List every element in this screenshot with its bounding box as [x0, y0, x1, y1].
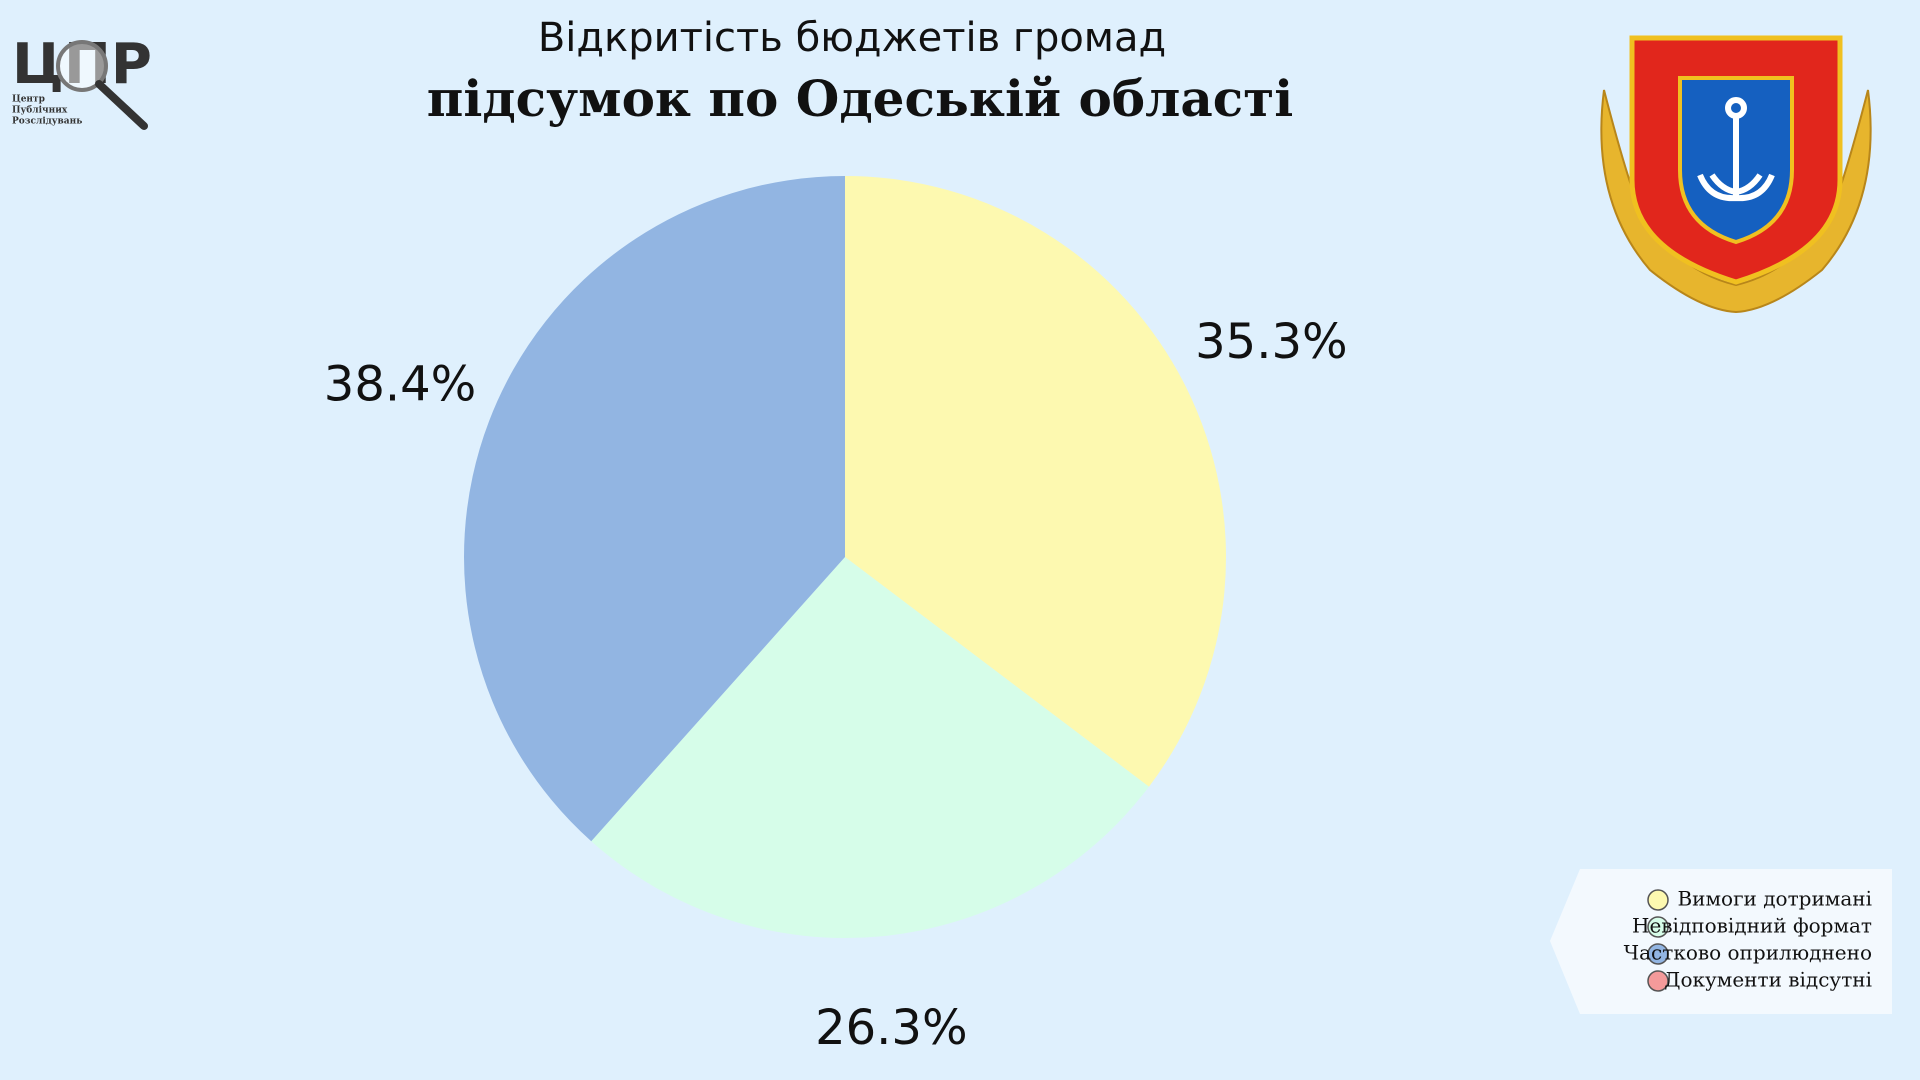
legend-swatch	[1647, 889, 1669, 911]
legend-swatch	[1647, 916, 1669, 938]
logo-line: Розслідувань	[12, 117, 82, 127]
pie-slice	[591, 557, 1149, 938]
chart-title: Відкритість бюджетів громад	[538, 15, 1166, 61]
magnifier-lens	[56, 40, 108, 92]
coat-of-arms	[1600, 35, 1872, 314]
pie-slice	[845, 176, 1227, 787]
logo-line: Центр	[12, 95, 45, 105]
chart-subtitle: підсумок по Одеській області	[427, 69, 1293, 128]
legend-label: Вимоги дотримані	[1677, 887, 1872, 911]
pie: 35.3% 26.3% 38.4%	[324, 175, 1348, 1056]
magnifier-handle	[95, 80, 148, 130]
legend: Вимоги дотримані Невідповідний формат Част…	[1550, 869, 1892, 1014]
logo: ЦПР Центр Публічних Розслідувань	[12, 32, 152, 130]
legend-swatch	[1647, 970, 1669, 992]
value-label: 38.4%	[324, 356, 476, 412]
logo-line: Публічних	[12, 105, 68, 116]
value-label: 26.3%	[815, 1000, 967, 1056]
legend-swatch	[1647, 943, 1669, 965]
value-label: 35.3%	[1195, 314, 1347, 370]
pie-slice	[463, 175, 845, 842]
legend-label: Невідповідний формат	[1632, 914, 1872, 938]
legend-box	[1550, 869, 1892, 1014]
anchor	[1697, 97, 1775, 202]
legend-label: Документи відсутні	[1664, 968, 1872, 992]
legend-label: Частково оприлюднено	[1624, 941, 1872, 965]
